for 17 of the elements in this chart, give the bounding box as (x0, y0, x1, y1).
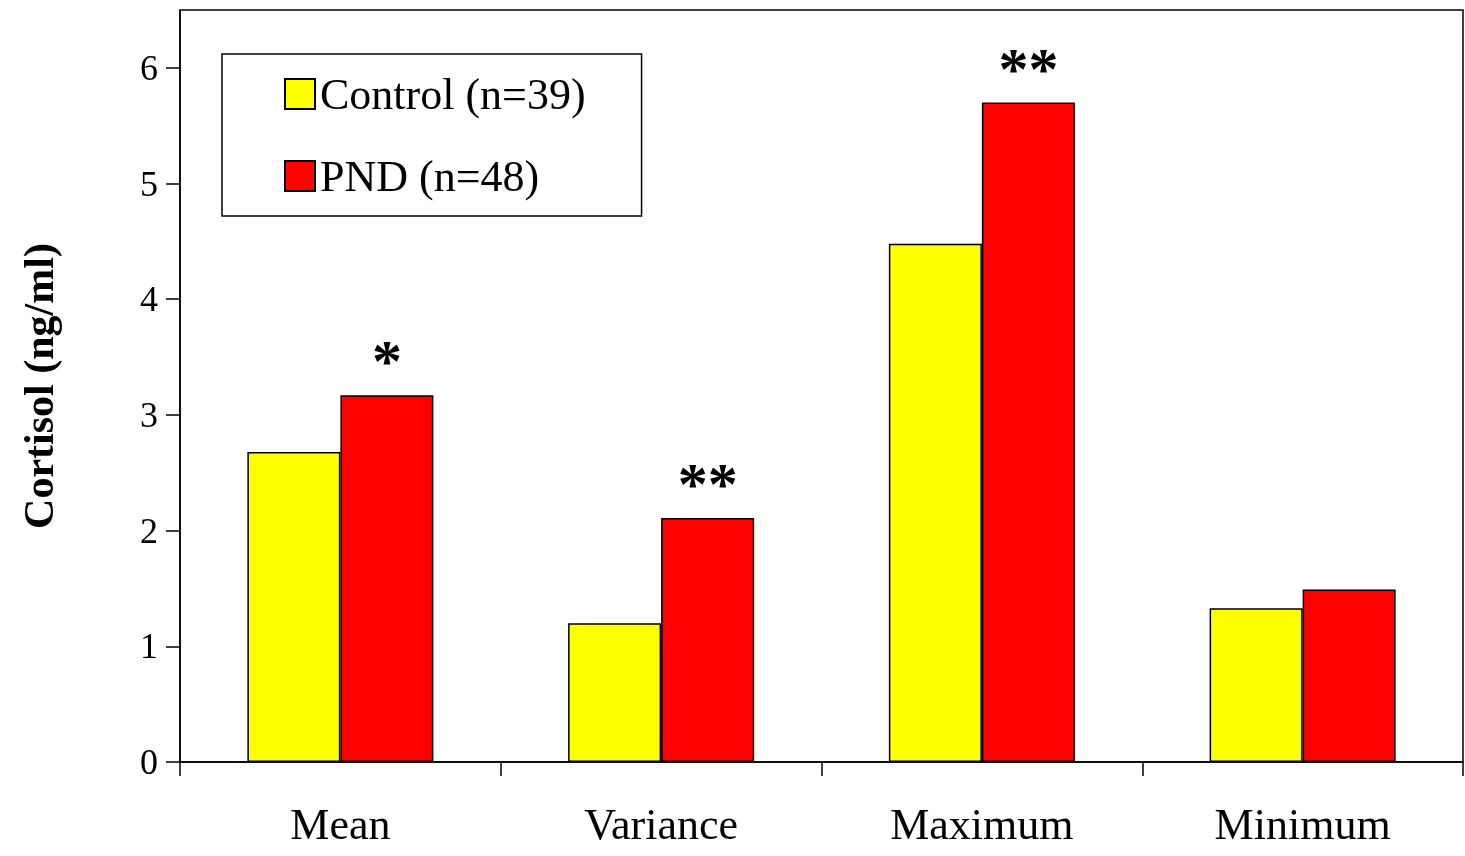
x-tick-label: Minimum (1214, 799, 1391, 849)
y-tick-label: 3 (140, 394, 158, 435)
y-axis-title: Cortisol (ng/ml) (16, 243, 63, 529)
y-tick-label: 5 (140, 163, 158, 204)
y-tick-label: 0 (140, 742, 158, 782)
y-tick-label: 4 (140, 279, 158, 320)
data-label: ** (998, 35, 1059, 102)
y-tick-label: 6 (140, 47, 158, 88)
y-tick-label: 1 (140, 626, 158, 667)
x-tick-label: Maximum (890, 799, 1074, 849)
x-tick-label: Variance (584, 799, 739, 849)
data-label: ** (677, 450, 738, 517)
y-tick-label: 2 (140, 510, 158, 551)
legend-label: Control (n=39) (320, 69, 586, 119)
data-label: * (371, 328, 402, 395)
legend-label: PND (n=48) (320, 151, 540, 201)
x-tick-label: Mean (290, 799, 391, 849)
